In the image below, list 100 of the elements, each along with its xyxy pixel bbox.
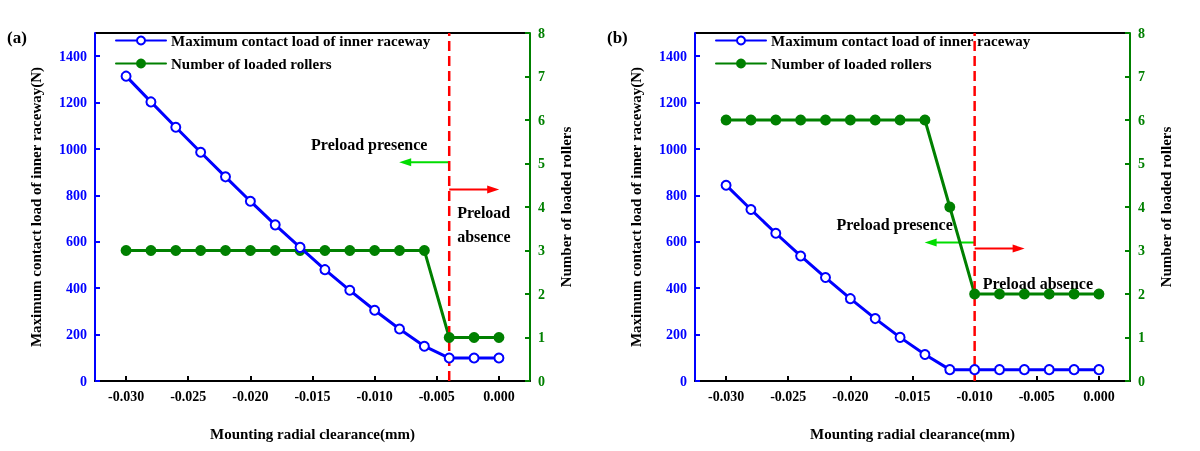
point (394, 323, 405, 335)
x-axis-title: Mounting radial clearance(mm) (210, 425, 415, 443)
point (720, 114, 732, 126)
point (269, 219, 281, 231)
y2-tick-label: 4 (1138, 199, 1145, 215)
y-tick-label: 1200 (659, 95, 687, 111)
x-tick-label: -0.030 (707, 388, 745, 404)
y2-tick-label: 0 (1138, 373, 1145, 389)
y2-tick-label: 6 (538, 112, 545, 128)
y2-tick-label: 2 (538, 286, 545, 302)
point (894, 331, 906, 343)
y2-tick-label: 8 (538, 25, 545, 41)
y2-tick-label: 7 (538, 69, 545, 84)
point (369, 304, 381, 316)
x-tick-label: -0.005 (418, 388, 455, 404)
point (869, 114, 881, 126)
x-tick-label: -0.030 (107, 388, 145, 404)
y2-tick-label: 3 (538, 243, 545, 258)
annotation: Preload presence (311, 135, 428, 154)
y-tick-label: 800 (66, 187, 87, 203)
point (969, 364, 981, 376)
point (244, 195, 256, 207)
x-axis-title: Mounting radial clearance(mm) (810, 425, 1015, 443)
y-tick-label: 200 (66, 327, 87, 343)
y-tick-label: 1400 (659, 48, 687, 64)
y2-tick-label: 6 (1138, 112, 1145, 128)
point (170, 121, 182, 133)
annotation: Preload presence (836, 215, 953, 234)
point (869, 313, 881, 325)
point (1043, 288, 1055, 300)
point (1043, 364, 1055, 376)
legend-label: Maximum contact load of inner raceway (771, 32, 1031, 49)
y2-tick-label: 4 (538, 199, 545, 215)
point (1093, 288, 1105, 300)
point (894, 114, 906, 126)
x-tick-label: -0.015 (894, 388, 931, 404)
point (319, 264, 331, 276)
x-tick-label: -0.005 (1018, 388, 1055, 404)
point (919, 114, 931, 126)
x-tick-label: -0.010 (956, 388, 993, 404)
point (745, 204, 757, 216)
y2-tick-label: 1 (1138, 330, 1145, 345)
y2-tick-label: 3 (1138, 243, 1145, 258)
y-tick-label: 800 (666, 187, 687, 203)
point (1018, 288, 1030, 300)
point (919, 349, 931, 361)
y-tick-label: 600 (666, 234, 687, 250)
annotation: Preload absence (457, 203, 515, 245)
y2-tick-label: 5 (538, 156, 545, 171)
point (145, 96, 157, 108)
chart-title: (b) (607, 28, 628, 47)
point (120, 70, 132, 82)
y-tick-label: 1000 (59, 141, 87, 157)
point (493, 352, 505, 364)
y-tick-label: 1000 (659, 141, 687, 157)
x-tick-label: -0.015 (294, 388, 331, 404)
point (1068, 288, 1080, 300)
y2-tick-label: 7 (1138, 69, 1145, 84)
point (795, 250, 807, 262)
y-tick-label: 400 (66, 280, 87, 296)
point (468, 352, 480, 364)
point (770, 114, 782, 126)
point (720, 179, 732, 191)
y2-tick-label: 8 (1138, 25, 1145, 41)
point (220, 171, 231, 183)
point (1068, 364, 1080, 376)
point (844, 114, 856, 126)
point (195, 146, 207, 158)
point (969, 288, 981, 300)
x-tick-label: -0.020 (832, 388, 869, 404)
x-tick-label: 0.000 (1083, 388, 1115, 404)
x-tick-label: -0.010 (356, 388, 393, 404)
y-tick-label: 1200 (59, 95, 87, 111)
y-tick-label: 200 (666, 327, 687, 343)
x-tick-label: -0.025 (770, 388, 807, 404)
point (844, 293, 856, 305)
point (770, 227, 782, 239)
x-tick-label: -0.020 (232, 388, 269, 404)
point (820, 272, 831, 284)
y-tick-label: 400 (666, 280, 687, 296)
point (944, 201, 956, 213)
chart-title: (a) (7, 28, 27, 47)
point (745, 114, 757, 126)
y2-tick-label: 0 (538, 373, 545, 389)
point (344, 284, 356, 296)
point (294, 241, 306, 253)
legend-label: Number of loaded rollers (771, 55, 932, 72)
y-axis-title: Maximum contact load of inner raceway(N) (627, 66, 645, 348)
legend-label: Maximum contact load of inner raceway (171, 32, 431, 49)
y-tick-label: 0 (80, 373, 87, 389)
point (944, 364, 956, 376)
y-tick-label: 0 (680, 373, 687, 389)
point (795, 114, 807, 126)
y2-axis-title: Number of loaded rollers (557, 126, 574, 288)
x-tick-label: 0.000 (483, 388, 515, 404)
y2-tick-label: 2 (1138, 286, 1145, 302)
point (994, 288, 1005, 300)
y2-tick-label: 5 (1138, 156, 1145, 171)
x-tick-label: -0.025 (170, 388, 207, 404)
point (994, 364, 1005, 376)
